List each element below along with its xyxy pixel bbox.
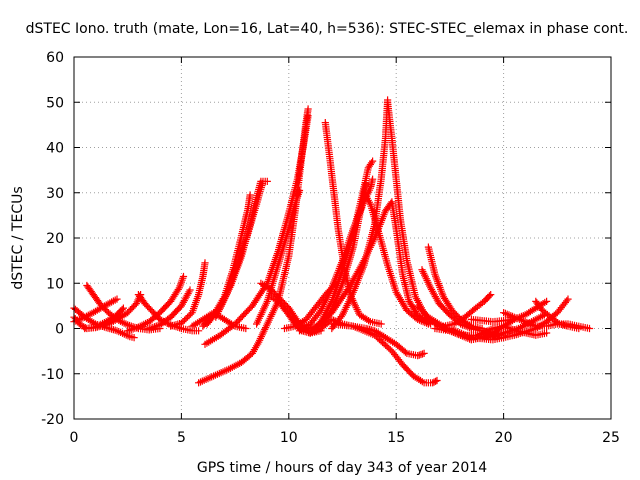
series-track xyxy=(199,191,254,330)
series-markers xyxy=(81,291,145,333)
series-markers xyxy=(212,177,271,321)
series-markers xyxy=(199,191,254,330)
series-markers xyxy=(253,186,304,328)
series-markers xyxy=(167,259,209,330)
series-markers xyxy=(328,320,441,387)
y-tick-label: 0 xyxy=(55,322,64,338)
x-axis-label: GPS time / hours of day 343 of year 2014 xyxy=(197,460,487,476)
series-track xyxy=(124,272,188,335)
series-track xyxy=(328,320,441,387)
series-track xyxy=(467,311,548,342)
series-track xyxy=(253,186,304,328)
series-markers xyxy=(328,96,392,333)
series-markers xyxy=(124,272,188,335)
y-tick-label: 50 xyxy=(46,95,64,111)
x-tick-label: 20 xyxy=(495,430,513,446)
series-track xyxy=(145,286,194,333)
x-tick-label: 25 xyxy=(602,430,620,446)
series-track xyxy=(328,96,392,333)
y-tick-label: 20 xyxy=(46,231,64,247)
y-tick-label: -10 xyxy=(41,367,64,383)
y-tick-label: -20 xyxy=(41,412,64,428)
axis-ticks: 0 5 10 15 20 25 -20 -10 0 10 20 30 40 50 60 xyxy=(41,50,620,446)
series-track xyxy=(212,177,271,321)
series-markers xyxy=(467,311,548,342)
y-tick-label: 30 xyxy=(46,186,64,202)
x-tick-label: 5 xyxy=(177,430,186,446)
x-tick-label: 15 xyxy=(387,430,405,446)
y-axis-label: dSTEC / TECUs xyxy=(10,186,26,289)
series-track xyxy=(167,259,209,330)
y-tick-label: 10 xyxy=(46,276,64,292)
series-track xyxy=(195,105,312,387)
series-track xyxy=(360,189,432,328)
x-tick-label: 10 xyxy=(280,430,298,446)
series-markers xyxy=(360,189,432,328)
x-tick-label: 0 xyxy=(70,430,79,446)
series-markers xyxy=(257,279,428,360)
series-markers xyxy=(145,286,194,333)
data-series xyxy=(70,96,594,387)
series-track xyxy=(257,279,428,360)
series-track xyxy=(81,291,145,333)
chart-title: dSTEC Iono. truth (mate, Lon=16, Lat=40,… xyxy=(26,21,629,37)
y-tick-label: 40 xyxy=(46,141,64,157)
y-tick-label: 60 xyxy=(46,50,64,66)
series-markers xyxy=(195,105,312,387)
